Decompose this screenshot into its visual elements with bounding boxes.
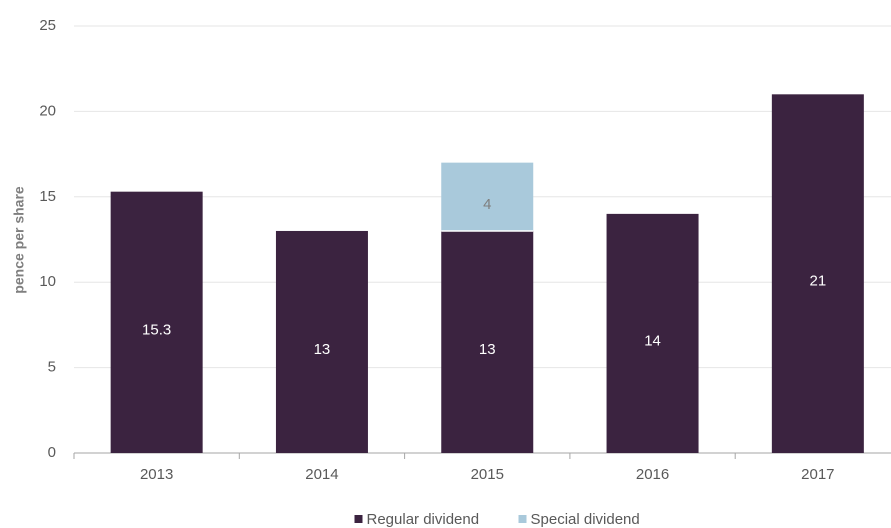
x-tick-label: 2014 [305,466,338,483]
x-tick-label: 2013 [140,466,173,483]
x-tick-label: 2016 [636,466,669,483]
data-label: 14 [644,332,661,349]
data-label: 15.3 [142,321,171,338]
data-label: 13 [479,341,496,358]
y-tick-label: 20 [39,102,56,119]
bar-segment [441,162,534,231]
x-tick-label: 2015 [471,466,504,483]
y-tick-label: 0 [48,444,56,461]
y-tick-label: 25 [39,17,56,34]
y-axis-label: pence per share [11,186,27,294]
data-label: 21 [810,273,827,290]
bar-segment [275,230,368,453]
data-label: 13 [314,341,331,358]
data-label: 4 [483,196,491,213]
bar-segment [110,191,203,453]
y-tick-label: 10 [39,273,56,290]
legend-swatch [354,515,363,523]
bar-segment [441,230,534,453]
bar-segment [771,94,864,453]
y-tick-label: 15 [39,188,56,205]
y-tick-label: 5 [48,359,56,376]
bar-segment [606,213,699,453]
x-tick-label: 2017 [801,466,834,483]
legend-swatch [518,515,527,523]
legend-label: Regular dividend [367,511,480,528]
legend-label: Special dividend [531,511,640,528]
